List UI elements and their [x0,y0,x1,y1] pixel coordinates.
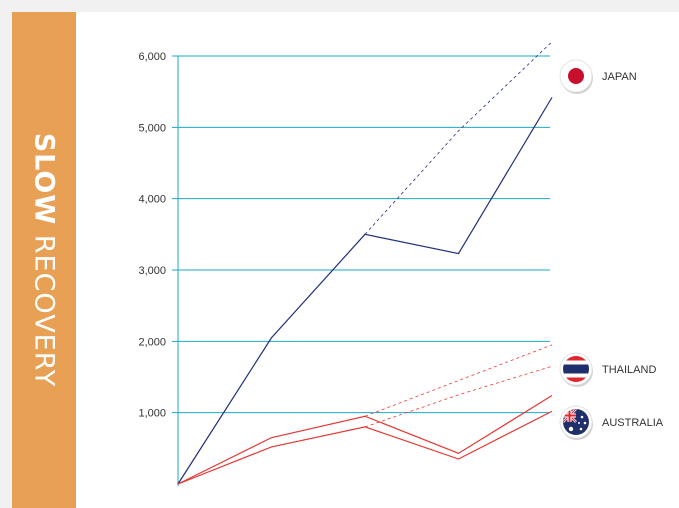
legend-label-thailand: THAILAND [602,364,656,376]
trend-line-thailand [364,344,553,417]
line-chart: 1,000 2,000 3,000 4,000 5,000 6,000 JAPAN THAIL… [138,41,664,486]
series-line-australia [177,410,553,485]
australia-flag-icon [563,409,589,435]
y-tick-label: 4,000 [138,194,166,206]
series-line-japan [177,97,553,485]
y-tick-label: 1,000 [138,408,166,420]
y-tick-label: 2,000 [138,336,166,348]
japan-flag-icon [563,63,589,89]
legend-label-japan: JAPAN [602,71,637,83]
trend-line-australia [364,365,553,428]
side-banner: SLOW RECOVERY [12,12,76,508]
y-tick-label: 3,000 [138,265,166,277]
thailand-flag-icon [563,356,589,382]
chart-card: SLOW RECOVERY 1,000 2,000 3,000 4,000 5,000 6… [12,12,679,508]
legend-label-australia: AUSTRALIA [602,417,664,429]
trend-line-japan [364,41,553,235]
y-tick-label: 5,000 [138,122,166,134]
y-tick-label: 6,000 [138,51,166,63]
